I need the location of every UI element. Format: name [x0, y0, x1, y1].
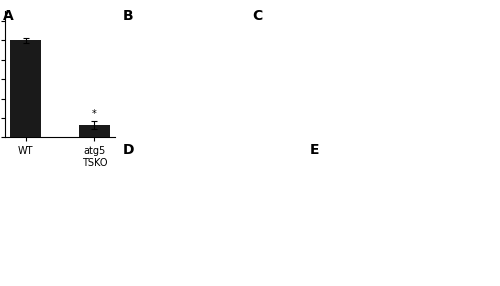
Text: E: E — [310, 143, 320, 157]
Text: C: C — [252, 9, 263, 23]
Text: D: D — [122, 143, 134, 157]
Text: A: A — [2, 9, 13, 23]
Bar — [10, 41, 41, 137]
Bar — [79, 125, 110, 137]
Text: *: * — [92, 109, 97, 119]
Text: B: B — [122, 9, 133, 23]
